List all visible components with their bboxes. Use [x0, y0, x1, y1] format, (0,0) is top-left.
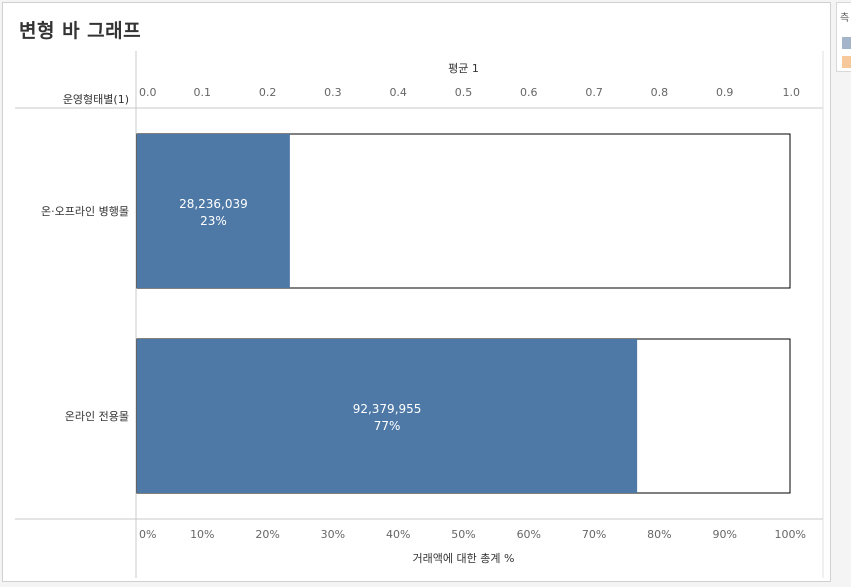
page-title: 변형 바 그래프	[19, 20, 142, 42]
bottom-axis-tick-label: 70%	[582, 528, 606, 541]
top-axis-title: 평균 1	[448, 62, 479, 75]
top-axis-tick-label: 0.4	[389, 86, 407, 99]
category-label: 온라인 전용몰	[65, 410, 129, 423]
data-label-amount: 28,236,039	[179, 197, 248, 211]
chart-panel: 변형 바 그래프 평균 1 0.0 0.1 0.2 0.3 0.4 0.5 0.6 0.7 0.8…	[2, 2, 831, 582]
data-label-percent: 77%	[374, 419, 401, 433]
top-axis-tick-label: 0.2	[259, 86, 277, 99]
value-bar[interactable]	[137, 339, 638, 493]
legend: 측	[836, 2, 851, 72]
top-axis-tick-label: 0.3	[324, 86, 342, 99]
data-label-percent: 23%	[200, 214, 227, 228]
bottom-axis-tick-label: 40%	[386, 528, 410, 541]
legend-swatch-2[interactable]	[842, 56, 851, 68]
top-axis-tick-label: 0.0	[139, 86, 157, 99]
category-label: 온·오프라인 병행몰	[41, 205, 129, 218]
top-axis-tick-label: 0.6	[520, 86, 538, 99]
bottom-axis-tick-label: 0%	[139, 528, 156, 541]
bottom-axis-tick-label: 30%	[321, 528, 345, 541]
row-header-label: 운영형태별(1)	[63, 93, 129, 106]
top-axis-tick-label: 0.1	[194, 86, 212, 99]
top-axis-tick-label: 0.8	[651, 86, 669, 99]
legend-swatch-1[interactable]	[842, 37, 851, 49]
bottom-axis-tick-label: 100%	[775, 528, 806, 541]
bottom-axis-tick-label: 80%	[647, 528, 671, 541]
bottom-axis-tick-label: 20%	[255, 528, 279, 541]
legend-title: 측	[840, 13, 850, 24]
value-bar[interactable]	[137, 134, 290, 288]
bottom-axis-tick-label: 10%	[190, 528, 214, 541]
bottom-axis-tick-label: 60%	[517, 528, 541, 541]
bottom-axis-tick-label: 90%	[712, 528, 736, 541]
bar-chart: 평균 1 0.0 0.1 0.2 0.3 0.4 0.5 0.6 0.7 0.8 0.9 1.0 운영형…	[15, 51, 824, 578]
data-label-amount: 92,379,955	[353, 402, 422, 416]
top-axis-tick-label: 0.9	[716, 86, 734, 99]
bottom-axis-tick-label: 50%	[451, 528, 475, 541]
top-axis-tick-label: 1.0	[783, 86, 801, 99]
bottom-axis-title: 거래액에 대한 총계 %	[413, 552, 515, 565]
top-axis-tick-label: 0.7	[585, 86, 603, 99]
top-axis-tick-label: 0.5	[455, 86, 473, 99]
